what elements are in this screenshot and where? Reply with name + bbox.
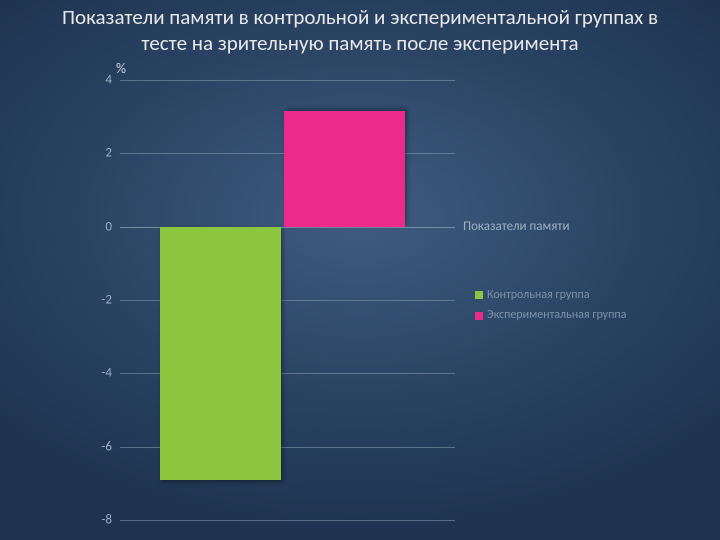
legend-label-experimental: Экспериментальная группа [487, 305, 626, 325]
ytick-label: 4 [105, 73, 112, 88]
legend-item-experimental: Экспериментальная группа [475, 305, 626, 325]
legend: Контрольная группа Экспериментальная гру… [475, 285, 626, 326]
ytick-label: -4 [101, 366, 112, 381]
x-category-label: Показатели памяти [463, 219, 569, 234]
plot-area: -8-6-4-2024 [120, 80, 455, 520]
ytick-label: -6 [101, 439, 112, 454]
ytick-label: 2 [105, 146, 112, 161]
title-line-1: Показатели памяти в контрольной и экспер… [62, 4, 658, 30]
bar-chart: -8-6-4-2024 % Показатели памяти [90, 70, 540, 525]
page-title: Показатели памяти в контрольной и экспер… [0, 4, 720, 57]
gridline [120, 520, 455, 521]
ytick-label: -8 [101, 513, 112, 528]
bar-control [160, 227, 281, 480]
title-line-2: тесте на зрительную память после экспери… [141, 30, 578, 56]
legend-item-control: Контрольная группа [475, 285, 626, 305]
bar-experimental [284, 111, 405, 227]
ytick-label: -2 [101, 293, 112, 308]
slide: Показатели памяти в контрольной и экспер… [0, 0, 720, 540]
ytick-label: 0 [105, 219, 112, 234]
legend-swatch-experimental [475, 312, 483, 320]
y-axis-unit: % [116, 60, 126, 77]
gridline [120, 80, 455, 81]
legend-swatch-control [475, 291, 483, 299]
legend-label-control: Контрольная группа [487, 285, 590, 305]
